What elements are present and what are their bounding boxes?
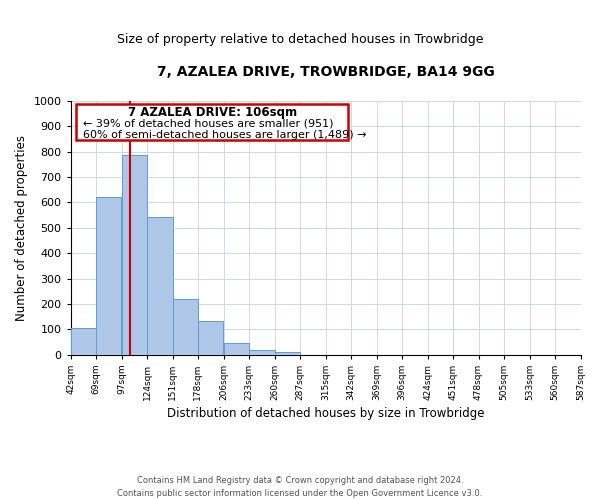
Bar <box>198 321 223 354</box>
FancyBboxPatch shape <box>76 104 349 141</box>
Bar <box>275 352 300 354</box>
Text: 7 AZALEA DRIVE: 106sqm: 7 AZALEA DRIVE: 106sqm <box>128 106 296 119</box>
Title: 7, AZALEA DRIVE, TROWBRIDGE, BA14 9GG: 7, AZALEA DRIVE, TROWBRIDGE, BA14 9GG <box>157 65 494 79</box>
Bar <box>224 344 249 354</box>
Bar <box>122 154 148 354</box>
Text: 60% of semi-detached houses are larger (1,489) →: 60% of semi-detached houses are larger (… <box>83 130 367 140</box>
Text: Contains HM Land Registry data © Crown copyright and database right 2024.
Contai: Contains HM Land Registry data © Crown c… <box>118 476 482 498</box>
Bar <box>249 350 275 354</box>
Text: ← 39% of detached houses are smaller (951): ← 39% of detached houses are smaller (95… <box>83 118 334 128</box>
Bar <box>96 197 121 354</box>
X-axis label: Distribution of detached houses by size in Trowbridge: Distribution of detached houses by size … <box>167 407 484 420</box>
Text: Size of property relative to detached houses in Trowbridge: Size of property relative to detached ho… <box>117 32 483 46</box>
Bar <box>71 328 96 354</box>
Bar <box>148 217 173 354</box>
Bar <box>173 299 198 354</box>
Y-axis label: Number of detached properties: Number of detached properties <box>15 135 28 321</box>
